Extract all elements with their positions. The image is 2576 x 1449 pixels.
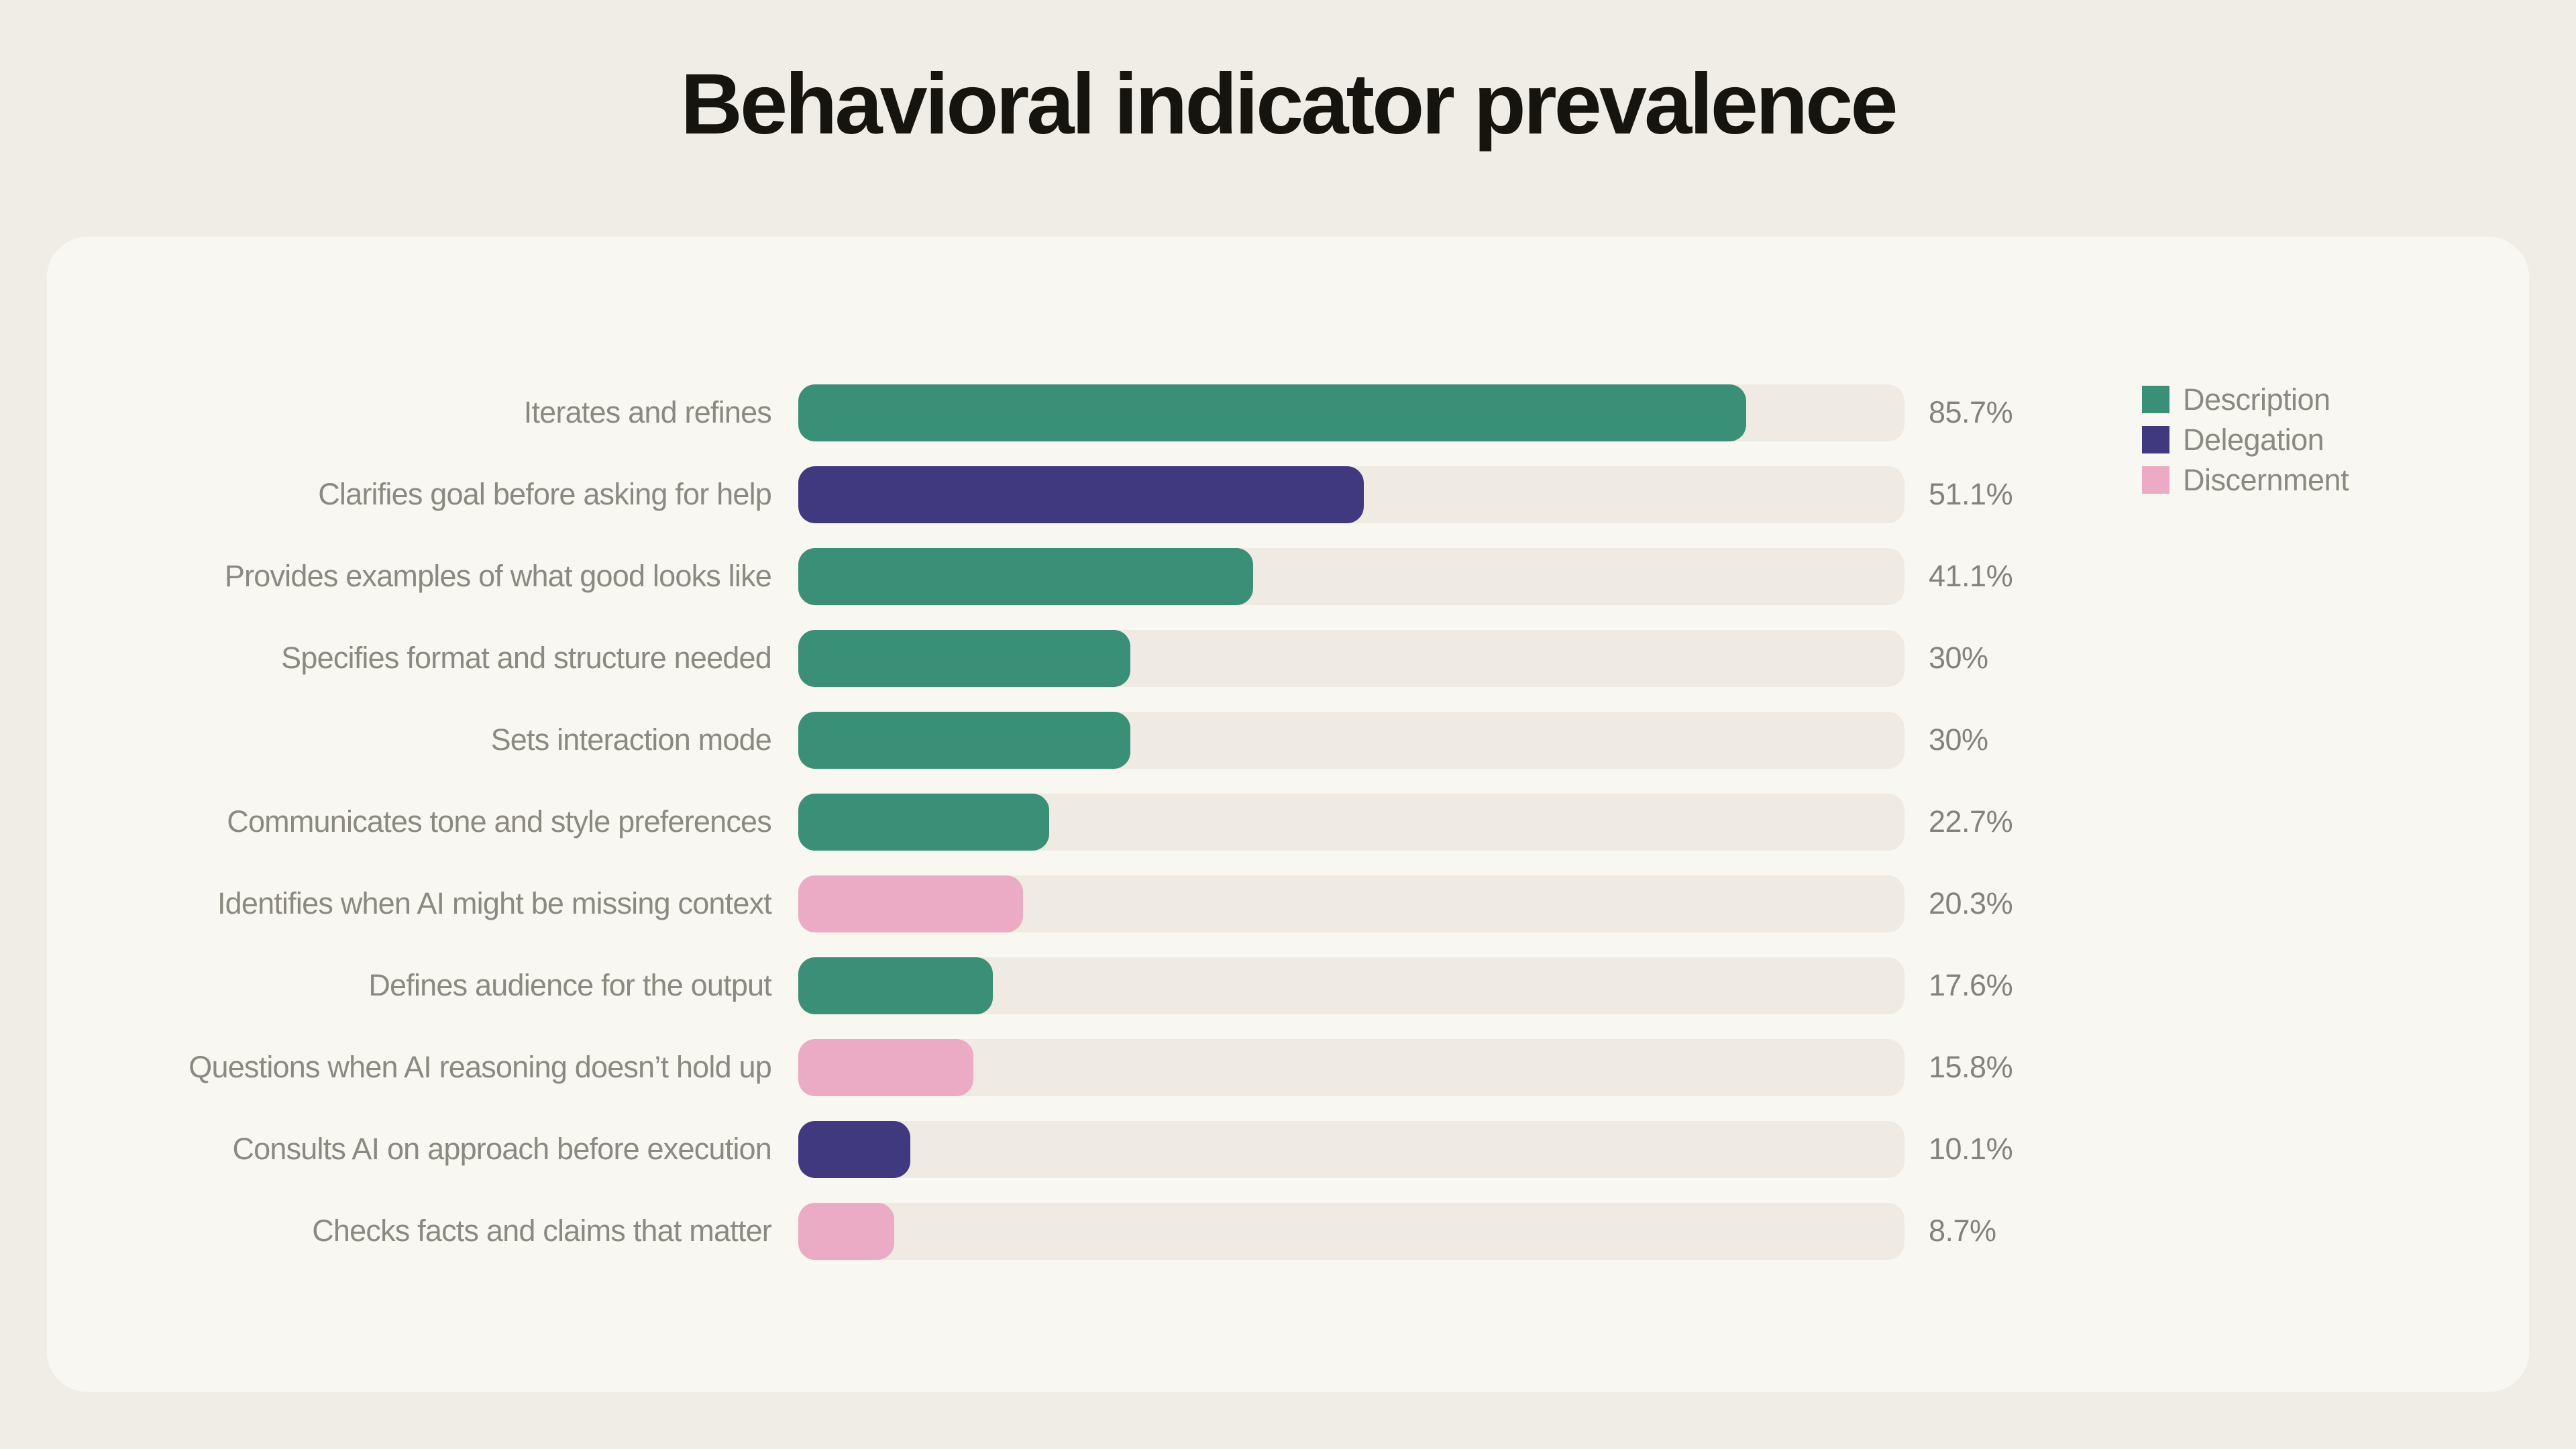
bar-row: Provides examples of what good looks lik… [47, 535, 2529, 617]
legend-item-label: Description [2183, 382, 2330, 417]
bar-value-label: 30% [1929, 722, 1988, 757]
bar-row: Communicates tone and style preferences … [47, 781, 2529, 863]
bar-category-label: Specifies format and structure needed [281, 641, 772, 675]
bar-row: Defines audience for the output 17.6% [47, 945, 2529, 1026]
bar-fill [798, 1120, 910, 1178]
bar-value-label: 41.1% [1929, 559, 2013, 593]
bar-value-label: 15.8% [1929, 1050, 2013, 1084]
bar-value-label: 85.7% [1929, 395, 2013, 429]
legend-item: Description [2142, 384, 2349, 415]
bar-track [798, 466, 1904, 523]
bar-fill [798, 875, 1023, 932]
bar-category-label: Identifies when AI might be missing cont… [217, 886, 772, 920]
bar-value-label: 22.7% [1929, 804, 2013, 839]
bar-track [798, 629, 1904, 687]
bar-value-label: 17.6% [1929, 968, 2013, 1002]
bar-fill [798, 384, 1747, 441]
legend-item-label: Discernment [2183, 463, 2349, 497]
bar-row: Specifies format and structure needed 30… [47, 617, 2529, 699]
bar-track [798, 875, 1904, 932]
bar-category-label: Sets interaction mode [490, 722, 772, 757]
bar-fill [798, 793, 1050, 851]
bar-value-label: 51.1% [1929, 477, 2013, 511]
bar-category-label: Iterates and refines [523, 395, 772, 429]
bar-fill [798, 957, 994, 1014]
bar-row: Consults AI on approach before execution… [47, 1108, 2529, 1190]
bar-category-label: Questions when AI reasoning doesn’t hold… [189, 1050, 772, 1084]
bar-row: Clarifies goal before asking for help 51… [47, 453, 2529, 535]
bar-value-label: 8.7% [1929, 1214, 1996, 1248]
bar-row: Questions when AI reasoning doesn’t hold… [47, 1026, 2529, 1108]
legend-item: Delegation [2142, 425, 2349, 455]
legend: Description Delegation Discernment [2142, 384, 2349, 495]
legend-swatch-icon [2142, 386, 2169, 413]
page-title: Behavioral indicator prevalence [680, 56, 1898, 152]
bar-track [798, 1038, 1904, 1096]
bar-fill [798, 711, 1130, 769]
bar-category-label: Clarifies goal before asking for help [318, 477, 772, 511]
bar-track [798, 957, 1904, 1014]
bar-track [798, 1120, 1904, 1178]
legend-swatch-icon [2142, 466, 2169, 494]
legend-item-label: Delegation [2183, 423, 2324, 457]
bar-row: Identifies when AI might be missing cont… [47, 863, 2529, 945]
legend-item: Discernment [2142, 465, 2349, 495]
bar-category-label: Defines audience for the output [368, 968, 771, 1002]
bar-category-label: Consults AI on approach before execution [232, 1132, 771, 1166]
bar-value-label: 20.3% [1929, 886, 2013, 920]
legend-swatch-icon [2142, 426, 2169, 453]
bar-fill [798, 547, 1253, 605]
bar-track [798, 711, 1904, 769]
bar-fill [798, 629, 1130, 687]
bar-track [798, 1202, 1904, 1260]
bar-track [798, 384, 1904, 441]
bar-track [798, 547, 1904, 605]
bar-rows: Iterates and refines 85.7% Clarifies goa… [47, 372, 2529, 1272]
bar-row: Iterates and refines 85.7% [47, 372, 2529, 453]
bar-category-label: Provides examples of what good looks lik… [224, 559, 772, 593]
bar-category-label: Communicates tone and style preferences [227, 804, 772, 839]
bar-value-label: 10.1% [1929, 1132, 2013, 1166]
bar-category-label: Checks facts and claims that matter [312, 1214, 772, 1248]
bar-track [798, 793, 1904, 851]
chart-card: Iterates and refines 85.7% Clarifies goa… [47, 237, 2529, 1392]
bar-value-label: 30% [1929, 641, 1988, 675]
bar-fill [798, 1038, 973, 1096]
bar-row: Checks facts and claims that matter 8.7% [47, 1190, 2529, 1272]
bar-fill [798, 1202, 895, 1260]
bar-row: Sets interaction mode 30% [47, 699, 2529, 781]
bar-fill [798, 466, 1364, 523]
